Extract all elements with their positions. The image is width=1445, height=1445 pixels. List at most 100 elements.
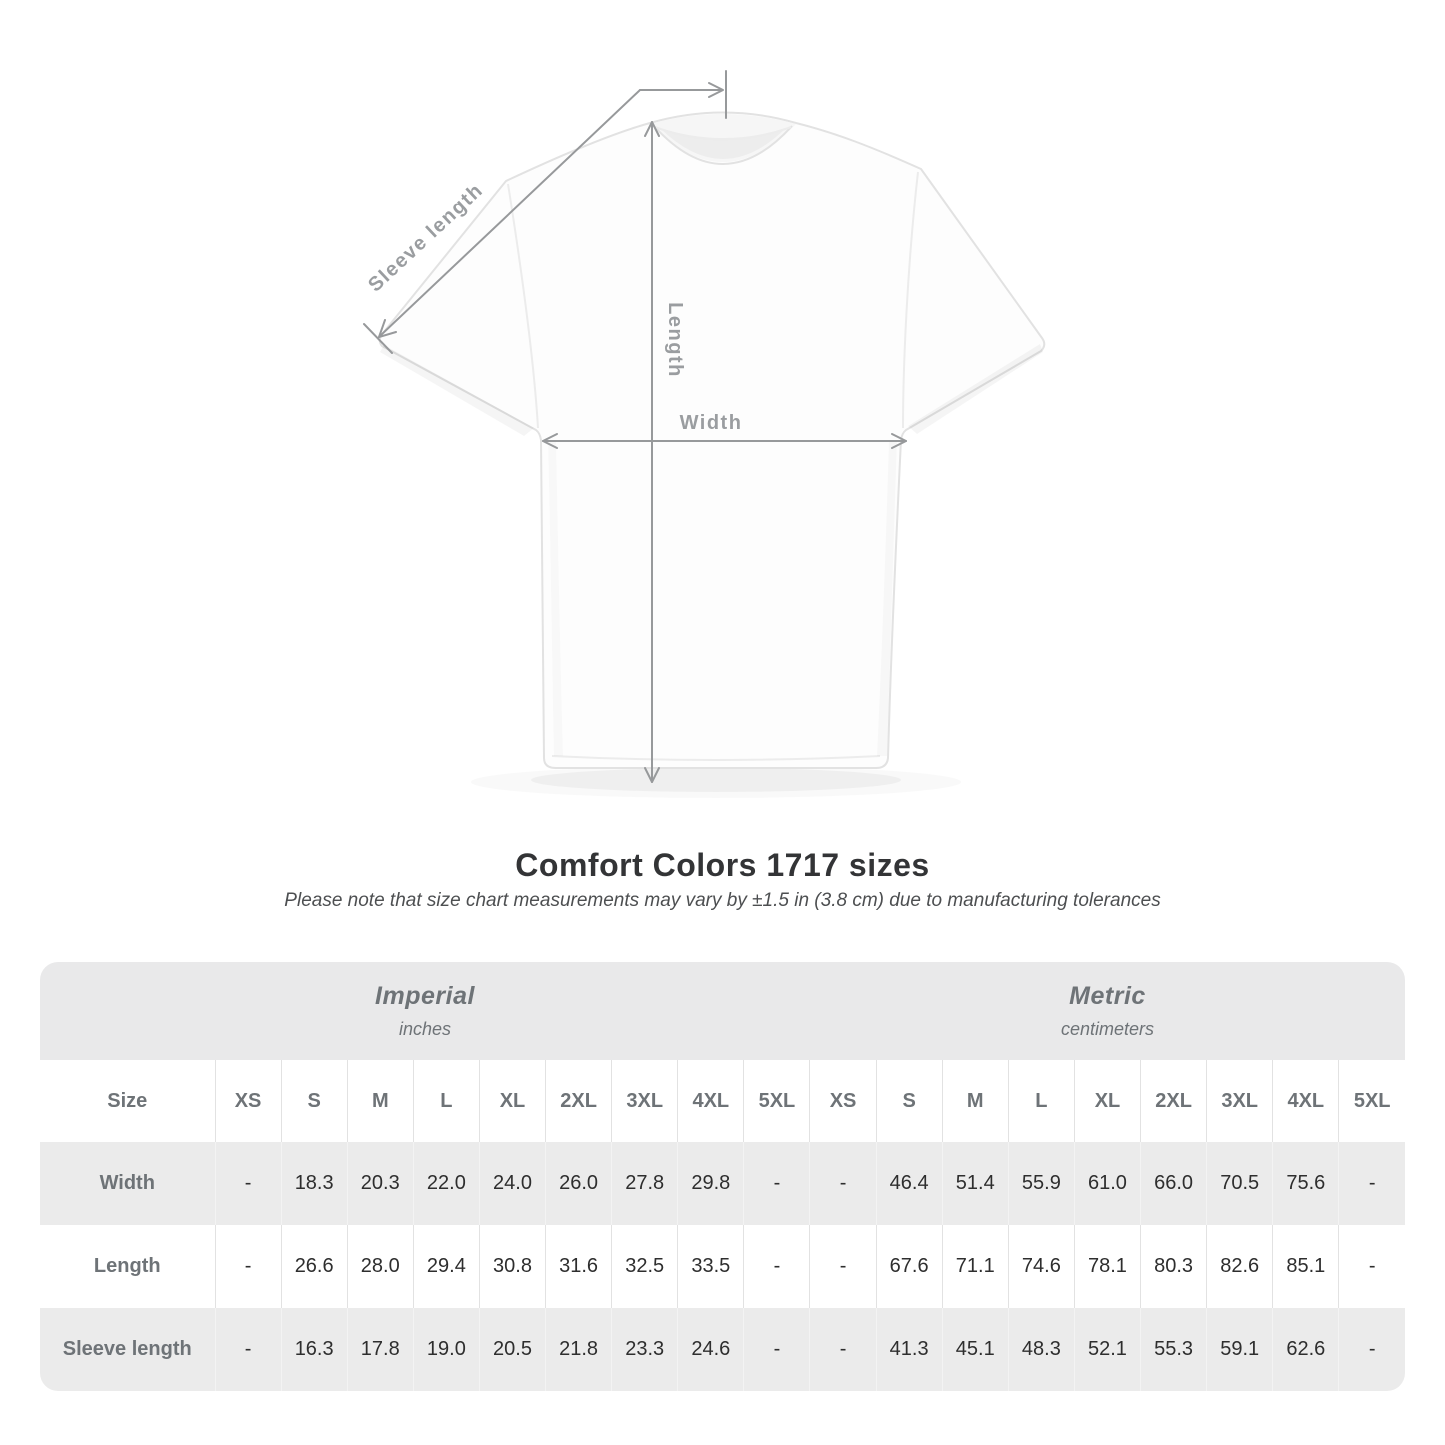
size-col-metric-2xl: 2XL <box>1140 1060 1207 1142</box>
measurement-cell: 29.4 <box>412 1225 480 1308</box>
measurement-cell: 26.6 <box>280 1225 348 1308</box>
measurement-cell: 45.1 <box>941 1308 1009 1391</box>
measurement-cell: 16.3 <box>280 1308 348 1391</box>
length-label: Length <box>664 302 686 378</box>
metric-unit: centimeters <box>1060 1019 1155 1039</box>
length-dimension <box>644 121 660 783</box>
tshirt-diagram-svg: Sleeve length Length Width <box>363 70 1046 792</box>
size-col-imperial-l: L <box>412 1060 480 1142</box>
row-label: Length <box>93 1255 161 1277</box>
measurement-cell: 18.3 <box>280 1142 348 1225</box>
measurement-cell: - <box>214 1225 282 1308</box>
measurement-cell: - <box>214 1142 282 1225</box>
left-sleeve-seam <box>507 183 539 429</box>
metric-section-header: Metric centimeters <box>809 962 1405 1060</box>
row-label: Width <box>99 1172 155 1194</box>
measurement-cell: 17.8 <box>346 1308 414 1391</box>
size-col-imperial-s: S <box>280 1060 348 1142</box>
measurement-cell: 74.6 <box>1007 1225 1075 1308</box>
size-col-metric-3xl: 3XL <box>1206 1060 1273 1142</box>
size-col-imperial-5xl: 5XL <box>743 1060 810 1142</box>
measurement-cell: 33.5 <box>677 1225 744 1308</box>
measurement-cell: - <box>743 1142 810 1225</box>
measurement-cell: 78.1 <box>1073 1225 1141 1308</box>
measurement-cell: - <box>743 1225 810 1308</box>
measurement-cell: 66.0 <box>1140 1142 1207 1225</box>
measurement-cell: 85.1 <box>1272 1225 1339 1308</box>
size-header-row: Size XS S M L XL 2XL 3XL 4XL 5XL XS S M L XL 2XL 3XL 4XL… <box>40 1060 1405 1142</box>
right-sleeve-seam <box>902 171 919 429</box>
measurement-cell: - <box>1338 1142 1405 1225</box>
measurement-cell: 20.5 <box>478 1308 546 1391</box>
measurement-cell: 22.0 <box>412 1142 480 1225</box>
measurement-cell: 21.8 <box>545 1308 612 1391</box>
page-title: Comfort Colors 1717 sizes <box>515 847 930 883</box>
measure-row-length: Length -26.6 28.0 29.4 30.8 31.6 32.5 33.5- -67.… <box>40 1225 1405 1308</box>
measurement-cell: 24.6 <box>677 1308 744 1391</box>
measurement-cell: 19.0 <box>412 1308 480 1391</box>
size-col-metric-l: L <box>1007 1060 1075 1142</box>
size-col-imperial-3xl: 3XL <box>611 1060 678 1142</box>
measurement-cell: - <box>809 1225 877 1308</box>
size-col-imperial-4xl: 4XL <box>677 1060 744 1142</box>
measurement-cell: 46.4 <box>875 1142 943 1225</box>
size-table-card: Imperial inches Metric centimeters Size … <box>40 962 1405 1391</box>
measurement-cell: 59.1 <box>1206 1308 1273 1391</box>
measurement-cell: 71.1 <box>941 1225 1009 1308</box>
measurement-cell: 23.3 <box>611 1308 678 1391</box>
measure-row-sleeve-length: Sleeve length -16.3 17.8 19.0 20.5 21.8 23.3 24… <box>40 1308 1405 1391</box>
width-label: Width <box>680 412 743 434</box>
width-dimension <box>542 433 907 449</box>
tolerance-note: Please note that size chart measurements… <box>284 890 1161 911</box>
imperial-title: Imperial <box>375 982 475 1010</box>
measure-row-width: Width -18.3 20.3 22.0 24.0 26.0 27.8 29.8- -46.4… <box>40 1142 1405 1225</box>
row-label: Sleeve length <box>62 1338 192 1360</box>
size-col-metric-5xl: 5XL <box>1338 1060 1405 1142</box>
measurement-cell: 55.3 <box>1140 1308 1207 1391</box>
size-col-imperial-2xl: 2XL <box>545 1060 612 1142</box>
sleeve-length-dimension <box>363 70 727 354</box>
measurement-cell: - <box>743 1308 810 1391</box>
measurement-cell: 82.6 <box>1206 1225 1273 1308</box>
measurement-cell: - <box>214 1308 282 1391</box>
measurement-cell: 29.8 <box>677 1142 744 1225</box>
measurement-cell: 62.6 <box>1272 1308 1339 1391</box>
tshirt-shadow <box>531 768 901 792</box>
measurement-cell: 41.3 <box>875 1308 943 1391</box>
measurement-cell: - <box>809 1308 877 1391</box>
measurement-cell: 80.3 <box>1140 1225 1207 1308</box>
measurement-cell: 75.6 <box>1272 1142 1339 1225</box>
size-col-metric-xs: XS <box>809 1060 877 1142</box>
measurement-cell: - <box>1338 1225 1405 1308</box>
measurement-cell: 28.0 <box>346 1225 414 1308</box>
measurement-cell: 32.5 <box>611 1225 678 1308</box>
metric-title: Metric <box>1069 982 1146 1010</box>
size-col-imperial-m: M <box>346 1060 414 1142</box>
imperial-section-header: Imperial inches <box>40 962 810 1060</box>
measurement-cell: 48.3 <box>1007 1308 1075 1391</box>
size-corner-label: Size <box>40 1060 215 1142</box>
measurement-cell: - <box>809 1142 877 1225</box>
size-col-imperial-xs: XS <box>214 1060 282 1142</box>
size-col-metric-s: S <box>875 1060 943 1142</box>
measurement-cell: 27.8 <box>611 1142 678 1225</box>
measurement-cell: 61.0 <box>1073 1142 1141 1225</box>
size-col-metric-4xl: 4XL <box>1272 1060 1339 1142</box>
unit-band-row: Imperial inches Metric centimeters <box>40 962 1405 1060</box>
measurement-cell: - <box>1338 1308 1405 1391</box>
size-table: Imperial inches Metric centimeters Size … <box>40 962 1405 1391</box>
measurement-cell: 24.0 <box>478 1142 546 1225</box>
measurement-cell: 55.9 <box>1007 1142 1075 1225</box>
measurement-cell: 26.0 <box>545 1142 612 1225</box>
hem-seam <box>551 755 881 761</box>
imperial-unit: inches <box>398 1019 451 1039</box>
measurement-cell: 51.4 <box>941 1142 1009 1225</box>
size-col-imperial-xl: XL <box>478 1060 546 1142</box>
size-col-metric-xl: XL <box>1073 1060 1141 1142</box>
measurement-cell: 20.3 <box>346 1142 414 1225</box>
size-col-metric-m: M <box>941 1060 1009 1142</box>
measurement-cell: 70.5 <box>1206 1142 1273 1225</box>
measurement-cell: 30.8 <box>478 1225 546 1308</box>
measurement-cell: 52.1 <box>1073 1308 1141 1391</box>
measurement-cell: 31.6 <box>545 1225 612 1308</box>
